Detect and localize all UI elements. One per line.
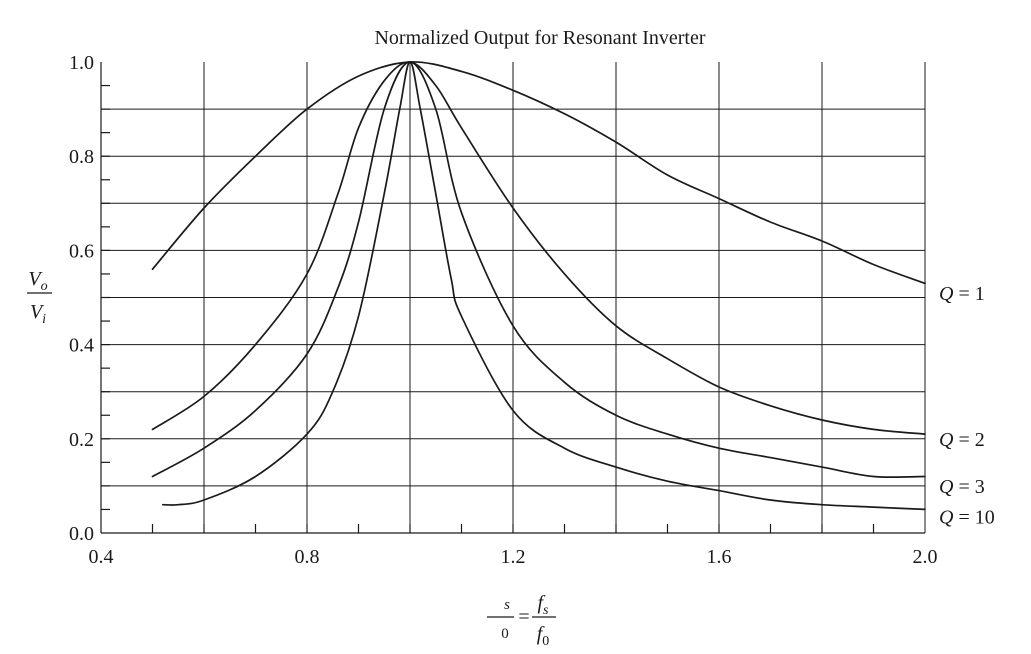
y-tick-label: 0.0 — [69, 523, 94, 545]
grid — [101, 62, 926, 533]
y-label-numerator: Vo — [28, 268, 47, 294]
series-line-q1 — [151, 61, 926, 285]
y-label-denominator: Vi — [30, 301, 46, 327]
y-tick-label: 0.8 — [69, 146, 94, 168]
x-label-left-denominator: 0 — [501, 626, 509, 642]
x-tick-label: 0.4 — [89, 546, 114, 568]
series-labels: Q = 1 Q = 2 Q = 3 Q = 10 — [939, 283, 995, 529]
x-label-numerator: fs — [537, 592, 549, 618]
y-tick-label: 0.4 — [69, 335, 94, 357]
x-tick-label: 1.6 — [707, 546, 732, 568]
series-label: Q = 1 — [939, 283, 985, 305]
x-tick-label: 2.0 — [913, 546, 938, 568]
x-label-equals: = — [518, 606, 529, 628]
chart-title: Normalized Output for Resonant Inverter — [374, 27, 705, 49]
y-axis-label: Vo Vi — [27, 268, 52, 327]
series-label: Q = 2 — [939, 429, 985, 451]
curves — [151, 61, 926, 511]
series-label: Q = 10 — [939, 507, 995, 529]
x-axis-label: s 0 = fs f0 — [487, 592, 556, 649]
x-label-left-numerator: s — [504, 597, 510, 613]
y-tick-label: 0.2 — [69, 429, 94, 451]
tick-labels: 0.0 0.2 0.4 0.6 0.8 1.0 0.4 0.8 1.2 1.6 2.0 — [69, 52, 938, 568]
axes — [100, 62, 925, 534]
x-label-denominator: f0 — [537, 623, 550, 649]
series-line-q2 — [151, 61, 926, 435]
y-tick-label: 0.6 — [69, 240, 94, 262]
series-line-q3 — [151, 61, 926, 479]
series-line-q10 — [161, 61, 926, 511]
x-tick-label: 1.2 — [501, 546, 526, 568]
y-tick-label: 1.0 — [69, 52, 94, 74]
series-label: Q = 3 — [939, 476, 985, 498]
x-tick-label: 0.8 — [295, 546, 320, 568]
